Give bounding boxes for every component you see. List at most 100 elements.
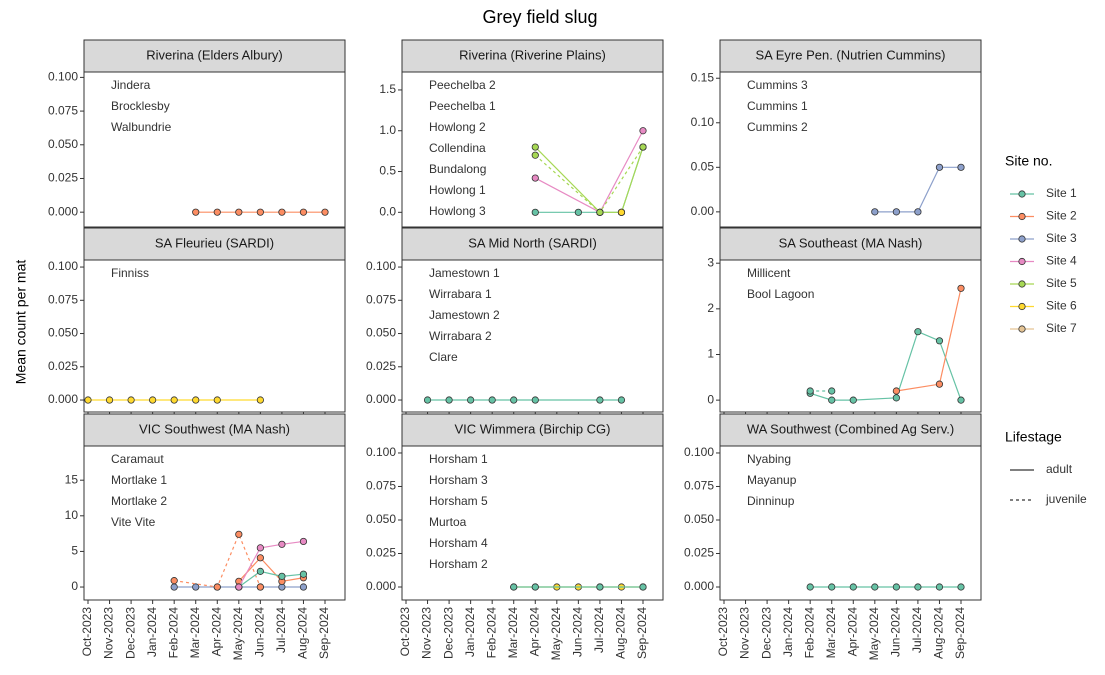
y-tick-label: 1.0: [379, 123, 396, 137]
legend-point: [1018, 212, 1026, 221]
legend-point: [1018, 302, 1026, 311]
data-point: [105, 396, 114, 404]
y-tick-label: 0.000: [366, 579, 396, 593]
site-annotation: Nyabing: [747, 452, 791, 466]
y-tick-label: 0.050: [48, 137, 78, 151]
strip: [83, 413, 346, 447]
series-line: [238, 556, 304, 582]
y-tick-label: 0.075: [366, 292, 396, 306]
x-tick-label: Aug-2024: [932, 607, 946, 659]
x-tick-label: Jan-2024: [145, 607, 159, 657]
x-tick-label: Nov-2023: [738, 607, 752, 659]
legend-point: [1018, 325, 1026, 333]
panel-title: VIC Southwest (MA Nash): [139, 421, 290, 436]
x-tick-label: Jun-2024: [253, 607, 267, 657]
y-tick-label: 0.5: [379, 164, 396, 178]
panel-title: SA Southeast (MA Nash): [779, 235, 923, 250]
plot-area: [401, 259, 664, 413]
y-tick-label: 0.075: [48, 292, 78, 306]
site-annotation: Horsham 2: [429, 557, 488, 571]
data-point: [935, 163, 944, 171]
data-point: [935, 337, 944, 345]
site-annotation: Millicent: [747, 266, 791, 280]
data-point: [806, 583, 814, 591]
data-point: [849, 396, 857, 404]
site-annotation: Finniss: [111, 266, 149, 280]
legend-title: Site no.: [1005, 153, 1052, 169]
data-point: [445, 396, 453, 404]
data-point: [170, 577, 178, 585]
plot-area: [401, 71, 664, 228]
data-point: [149, 396, 157, 404]
y-tick-label: 0.050: [684, 512, 714, 526]
strip: [401, 39, 664, 73]
data-point: [192, 396, 200, 404]
x-tick-label: Feb-2024: [484, 607, 498, 659]
x-tick-label: Oct-2023: [80, 607, 94, 657]
y-tick-label: 0.075: [684, 479, 714, 493]
data-point: [321, 208, 329, 216]
strip: [83, 39, 346, 73]
strip: [401, 413, 664, 447]
data-point: [299, 537, 308, 546]
data-point: [488, 396, 496, 404]
legend-label: juvenile: [1045, 492, 1087, 506]
y-tick-label: 0.100: [366, 259, 396, 273]
x-tick-label: Sep-2024: [953, 607, 967, 659]
panel-title: Riverina (Riverine Plains): [459, 47, 606, 62]
data-point: [596, 583, 604, 591]
data-point: [574, 208, 582, 216]
data-point: [892, 208, 900, 216]
x-tick-label: Apr-2024: [527, 607, 541, 657]
y-tick-label: 0.100: [48, 70, 78, 84]
data-point: [828, 583, 836, 591]
plot-area: [719, 71, 982, 228]
x-tick-label: Dec-2023: [123, 607, 137, 659]
y-tick-label: 0.050: [48, 326, 78, 340]
data-point: [531, 151, 539, 159]
panel-title: Riverina (Elders Albury): [146, 47, 283, 62]
y-tick-label: 0.000: [684, 579, 714, 593]
data-point: [256, 544, 264, 552]
data-point: [531, 208, 539, 216]
chart-title: Grey field slug: [482, 7, 597, 27]
series-line: [238, 540, 304, 588]
x-tick-label: May-2024: [231, 607, 245, 661]
site-annotation: Howlong 2: [429, 120, 486, 134]
y-tick-label: 0.05: [691, 159, 715, 173]
x-tick-label: Aug-2024: [296, 607, 310, 659]
data-point: [256, 208, 264, 216]
x-tick-label: Dec-2023: [759, 607, 773, 659]
data-point: [914, 328, 922, 336]
y-tick-label: 2: [707, 301, 714, 315]
data-point: [278, 540, 286, 548]
data-point: [192, 208, 200, 216]
y-tick-label: 0.025: [366, 546, 396, 560]
site-annotation: Peechelba 2: [429, 78, 496, 92]
data-point: [278, 208, 286, 216]
legend-point: [1018, 280, 1026, 288]
site-annotation: Mortlake 2: [111, 494, 167, 508]
y-tick-label: 0.100: [48, 259, 78, 273]
legend-label: Site 7: [1046, 321, 1077, 335]
data-point: [510, 396, 518, 404]
data-point: [914, 208, 922, 216]
y-tick-label: 0.050: [366, 512, 396, 526]
x-tick-label: Aug-2024: [614, 607, 628, 659]
site-annotation: Vite Vite: [111, 515, 156, 529]
y-tick-label: 0.000: [366, 392, 396, 406]
site-annotation: Cummins 2: [747, 120, 808, 134]
y-tick-label: 3: [707, 255, 714, 269]
x-tick-label: Jan-2024: [781, 607, 795, 657]
x-tick-label: Feb-2024: [802, 607, 816, 659]
data-point: [849, 583, 857, 591]
site-annotation: Horsham 1: [429, 452, 488, 466]
y-tick-label: 0.050: [366, 326, 396, 340]
y-tick-label: 0.000: [48, 204, 78, 218]
x-tick-label: Jun-2024: [889, 607, 903, 657]
site-annotation: Dinninup: [747, 494, 795, 508]
y-tick-label: 0.025: [48, 171, 78, 185]
panel-title: SA Eyre Pen. (Nutrien Cummins): [755, 47, 945, 62]
y-tick-label: 5: [71, 544, 78, 558]
